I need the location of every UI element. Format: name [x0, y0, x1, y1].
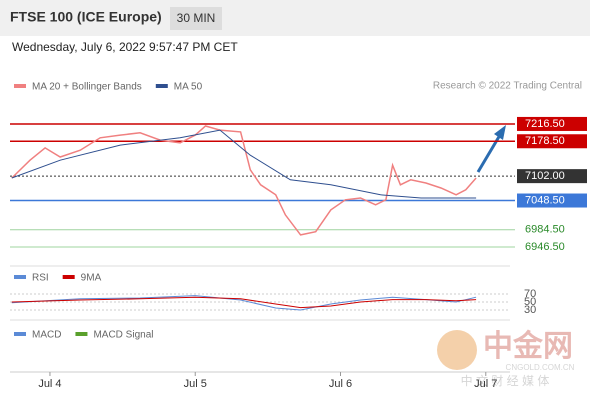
attribution: Research © 2022 Trading Central [433, 81, 582, 92]
legend-label: MA 50 [174, 82, 203, 93]
legend-swatch [62, 275, 75, 279]
forecast-arrow-head [494, 125, 506, 140]
legend-label: 9MA [81, 273, 102, 284]
legend-swatch [155, 84, 168, 88]
level-box [517, 116, 587, 131]
series-line [11, 129, 477, 199]
level-label: 7216.50 [525, 118, 565, 130]
level-label: 7178.50 [525, 135, 565, 147]
interval-box [170, 7, 222, 30]
rsi-tick-label: 50 [524, 296, 536, 308]
level-label: 6946.50 [525, 241, 565, 253]
legend-label: MACD Signal [93, 330, 153, 341]
series-line [11, 295, 477, 311]
watermark: 中金网 CNGOLD.COM.CN 中 文 财 经 媒 体 [437, 329, 575, 388]
level-box [517, 134, 587, 149]
level-label: 6984.50 [525, 224, 565, 236]
series-line [11, 125, 477, 236]
rsi-tick-label: 70 [524, 288, 536, 300]
legend-swatch [14, 332, 26, 336]
rsi-tick-label: 30 [524, 304, 536, 316]
legend-swatch [14, 275, 26, 279]
x-tick-label: Jul 7 [474, 378, 497, 390]
watermark-icon [437, 330, 477, 370]
header-bar [0, 0, 590, 36]
x-tick-label: Jul 6 [329, 378, 352, 390]
level-box [517, 193, 587, 208]
x-tick-label: Jul 5 [184, 378, 207, 390]
level-label: 7048.50 [525, 194, 565, 206]
interval: 30 MIN [177, 11, 216, 25]
chart-title: FTSE 100 (ICE Europe) [10, 9, 162, 25]
x-tick-label: Jul 4 [38, 378, 61, 390]
level-box [517, 169, 587, 184]
watermark-tagline: 中 文 财 经 媒 体 [461, 373, 550, 388]
series-line [11, 296, 477, 309]
watermark-logo: 中金网 [483, 329, 573, 363]
legend-swatch [14, 84, 26, 88]
level-label: 7102.00 [525, 170, 565, 182]
legend-label: MACD [32, 330, 61, 341]
subtitle: Wednesday, July 6, 2022 9:57:47 PM CET [12, 40, 238, 54]
watermark-site: CNGOLD.COM.CN [506, 363, 575, 372]
legend-swatch [75, 332, 88, 336]
legend-label: MA 20 + Bollinger Bands [32, 82, 142, 93]
legend-label: RSI [32, 273, 49, 284]
